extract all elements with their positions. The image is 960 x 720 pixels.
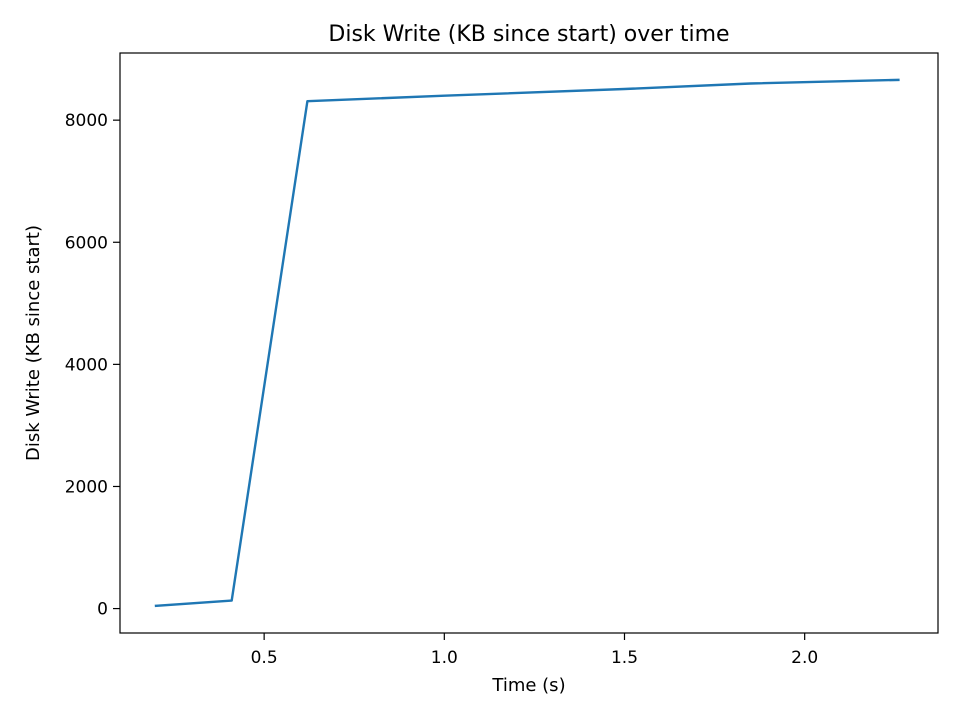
y-tick-label: 6000: [65, 233, 108, 253]
x-tick-label: 1.0: [431, 648, 458, 668]
x-tick-label: 2.0: [791, 648, 818, 668]
series-group: [154, 78, 900, 608]
x-axis: 0.5 1.0 1.5 2.0: [251, 633, 818, 668]
y-tick-label: 0: [97, 600, 108, 620]
y-tick-label: 2000: [65, 477, 108, 497]
chart-title: Disk Write (KB since start) over time: [328, 22, 729, 47]
x-tick-label: 1.5: [611, 648, 638, 668]
plot-frame: [119, 52, 939, 634]
y-axis-label: Disk Write (KB since start): [23, 225, 44, 461]
plot-area: [119, 52, 939, 634]
series-line-1: [154, 78, 900, 608]
y-axis: 0 2000 4000 6000 8000: [65, 111, 120, 620]
y-tick-label: 8000: [65, 111, 108, 131]
x-tick-label: 0.5: [251, 648, 278, 668]
y-tick-label: 4000: [65, 355, 108, 375]
x-axis-label: Time (s): [491, 675, 565, 696]
